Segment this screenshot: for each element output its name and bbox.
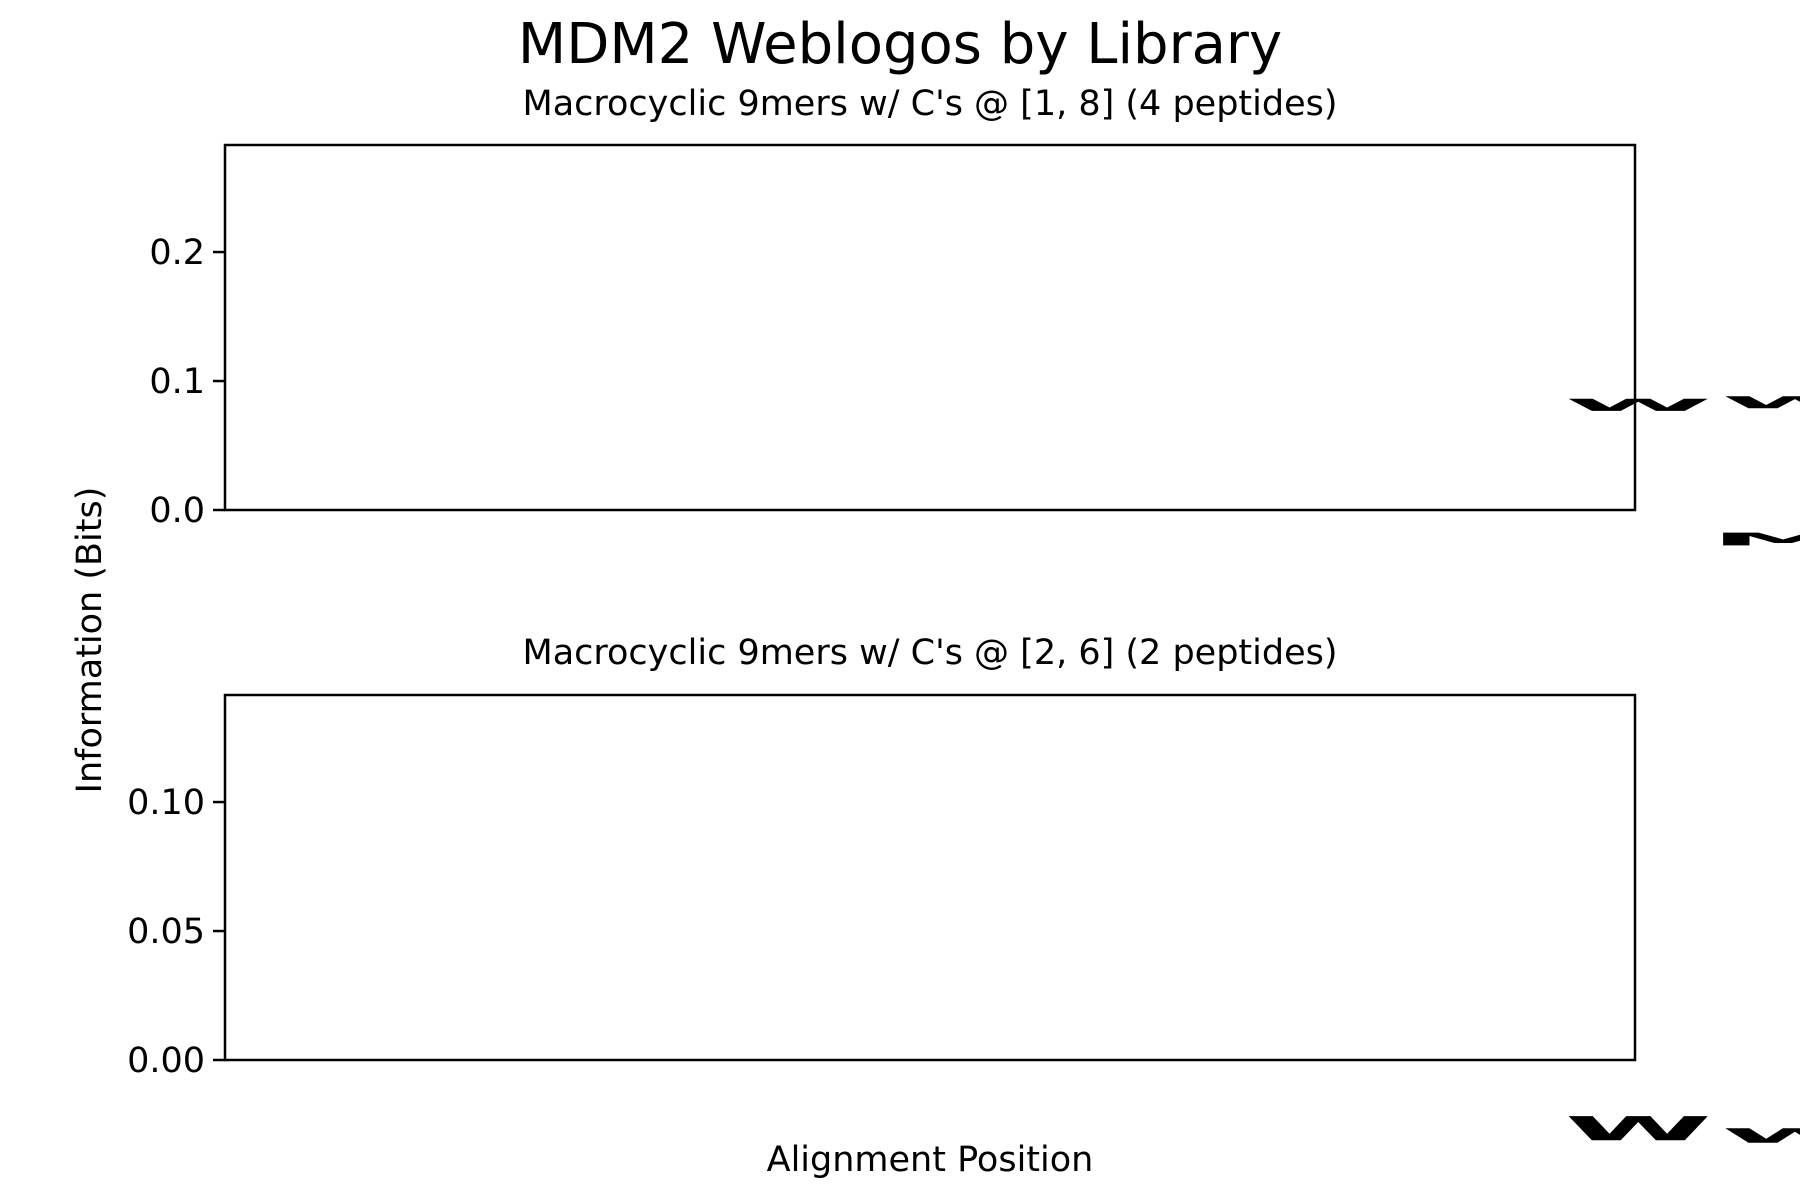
y-axis-label: Information (Bits) [70, 486, 110, 794]
logo-letter-w: W [1721, 1124, 1800, 1147]
figure-title: MDM2 Weblogos by Library [517, 12, 1283, 77]
axes-frame [223, 143, 1637, 512]
y-tick-label: 0.05 [127, 912, 205, 952]
y-tick-label: 0.0 [149, 491, 205, 531]
logo-letter-m: M [1710, 529, 1800, 550]
logo-letter-w: W [1565, 396, 1712, 415]
y-tick-label: 0.10 [127, 783, 205, 823]
y-tick-label: 0.1 [149, 362, 205, 402]
logo-panel-2: CGILRSTWAACRSTWGKAGILRSTWCACGILRWSTACGIR… [127, 693, 1800, 1148]
logo-letter-w: W [1565, 1110, 1712, 1148]
logo-letter-w: W [1721, 393, 1800, 412]
axes-frame [223, 693, 1637, 1062]
panel-2-title: Macrocyclic 9mers w/ C's @ [2, 6] (2 pep… [522, 633, 1338, 673]
logo-panel-1: CDFEGHIKMNPRSTWAADFEGHIKMNPRSTWCADEFGHIM… [149, 143, 1800, 550]
y-tick-label: 0.00 [127, 1041, 205, 1081]
y-tick-label: 0.2 [149, 233, 205, 273]
panel-1-title: Macrocyclic 9mers w/ C's @ [1, 8] (4 pep… [522, 84, 1338, 124]
x-axis-label: Alignment Position [766, 1140, 1094, 1180]
